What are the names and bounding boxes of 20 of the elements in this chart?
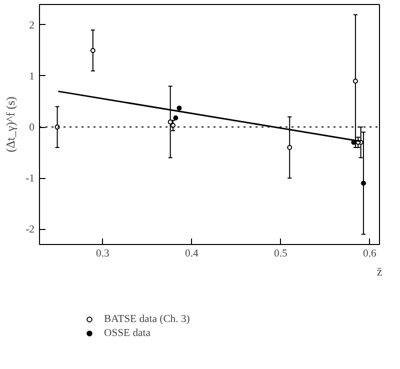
point	[176, 106, 182, 111]
x-tick-label: 0.4	[185, 248, 200, 260]
point	[287, 144, 292, 150]
legend-label: BATSE data (Ch. 3)	[104, 313, 190, 325]
x-tick-label: 0.6	[363, 248, 378, 260]
point	[173, 115, 178, 120]
point	[168, 119, 173, 124]
y-axis-title: (Δt_γ)^f (s)	[4, 96, 18, 152]
y-tick-label: 1	[29, 71, 34, 82]
x-tick-label: 0.3	[96, 248, 110, 260]
point	[360, 180, 366, 186]
y-tick-label: 2	[29, 20, 34, 32]
legend-label: OSSE data	[104, 327, 150, 339]
point	[352, 78, 358, 84]
point	[90, 48, 96, 53]
x-axis-title: z̄	[376, 264, 382, 278]
y-tick-label: -2	[26, 224, 35, 236]
y-tick-label: -1	[26, 174, 35, 185]
x-tick-label: 0.5	[274, 248, 288, 260]
y-tick-label: 0	[29, 122, 34, 134]
